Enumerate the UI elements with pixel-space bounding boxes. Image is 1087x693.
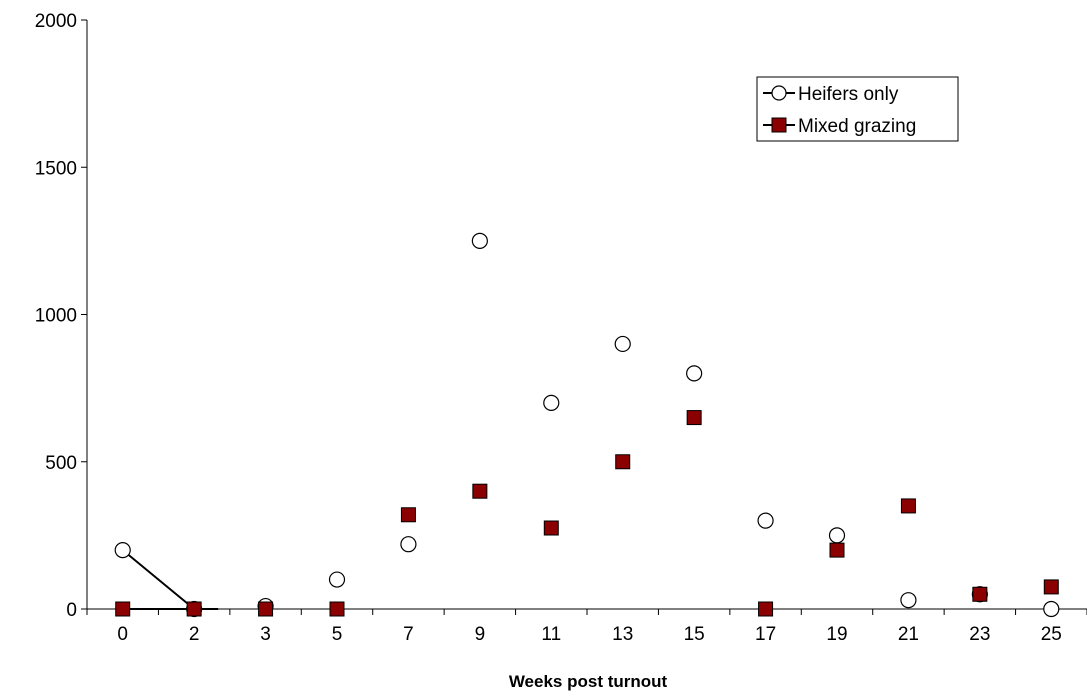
- mixed-grazing-point: [972, 586, 988, 602]
- y-tick-label: 500: [45, 453, 77, 474]
- series-lines: [122, 549, 219, 610]
- x-tick-label: 25: [1041, 624, 1062, 645]
- mixed-grazing-point: [329, 601, 345, 617]
- mixed-grazing-point: [186, 601, 202, 617]
- legend-label: Mixed grazing: [798, 116, 916, 137]
- mixed-grazing-point: [258, 601, 274, 617]
- legend-label: Heifers only: [798, 84, 899, 105]
- x-tick-labels: 0 2 3 5 7 9 11 13 15 17 19 21 23 25: [117, 624, 1061, 645]
- mixed-grazing-point: [115, 601, 131, 617]
- mixed-grazing-point: [758, 601, 774, 617]
- heifers-only-point: [900, 592, 917, 609]
- series-marks: [114, 232, 1060, 618]
- legend-box: [756, 76, 959, 142]
- y-tick-labels: 0 500 1000 1500 2000: [35, 11, 77, 621]
- heifers-only-point: [543, 394, 560, 411]
- legend-marker-heifers: [771, 85, 787, 101]
- y-tick-label: 1500: [35, 158, 77, 179]
- x-tick-label: 0: [117, 624, 128, 645]
- mixed-grazing-point: [686, 410, 702, 426]
- legend: Heifers only Mixed grazing: [756, 76, 959, 142]
- heifers-only-point: [328, 571, 346, 588]
- x-tick-label: 17: [755, 624, 776, 645]
- mixed-grazing-point: [1043, 579, 1059, 595]
- x-tick-label: 19: [826, 624, 847, 645]
- mixed-grazing-point: [829, 542, 845, 558]
- heifers-only-point: [400, 536, 417, 553]
- heifers-only-point: [757, 512, 774, 529]
- heifers-only-point: [614, 335, 631, 353]
- x-tick-label: 15: [684, 624, 705, 645]
- heifers-only-point: [471, 232, 488, 249]
- x-tick-label: 21: [898, 624, 919, 645]
- x-tick-label: 23: [969, 624, 990, 645]
- x-axis-title: Weeks post turnout: [509, 672, 668, 691]
- heifers-only-point: [828, 527, 846, 544]
- y-tick-label: 0: [66, 600, 77, 621]
- heifers-only-point: [114, 541, 131, 559]
- legend-marker-mixed: [771, 117, 787, 133]
- x-tick-label: 3: [260, 624, 271, 645]
- y-tick-label: 1000: [35, 306, 77, 327]
- heifers-only-point: [1043, 600, 1060, 618]
- x-tick-label: 9: [475, 624, 486, 645]
- x-tick-label: 11: [541, 624, 561, 645]
- x-tick-label: 2: [189, 624, 200, 645]
- x-tick-label: 13: [612, 624, 633, 645]
- mixed-grazing-point: [472, 483, 488, 499]
- mixed-grazing-point: [400, 507, 416, 523]
- y-tick-label: 2000: [35, 11, 77, 32]
- axes: [81, 19, 1087, 615]
- mixed-grazing-point: [900, 498, 916, 514]
- heifers-line-segment: [122, 549, 195, 610]
- x-tick-label: 5: [332, 624, 343, 645]
- heifers-only-point: [686, 365, 703, 382]
- x-tick-label: 7: [403, 624, 414, 645]
- mixed-grazing-point: [615, 454, 631, 470]
- mixed-grazing-point: [543, 520, 559, 536]
